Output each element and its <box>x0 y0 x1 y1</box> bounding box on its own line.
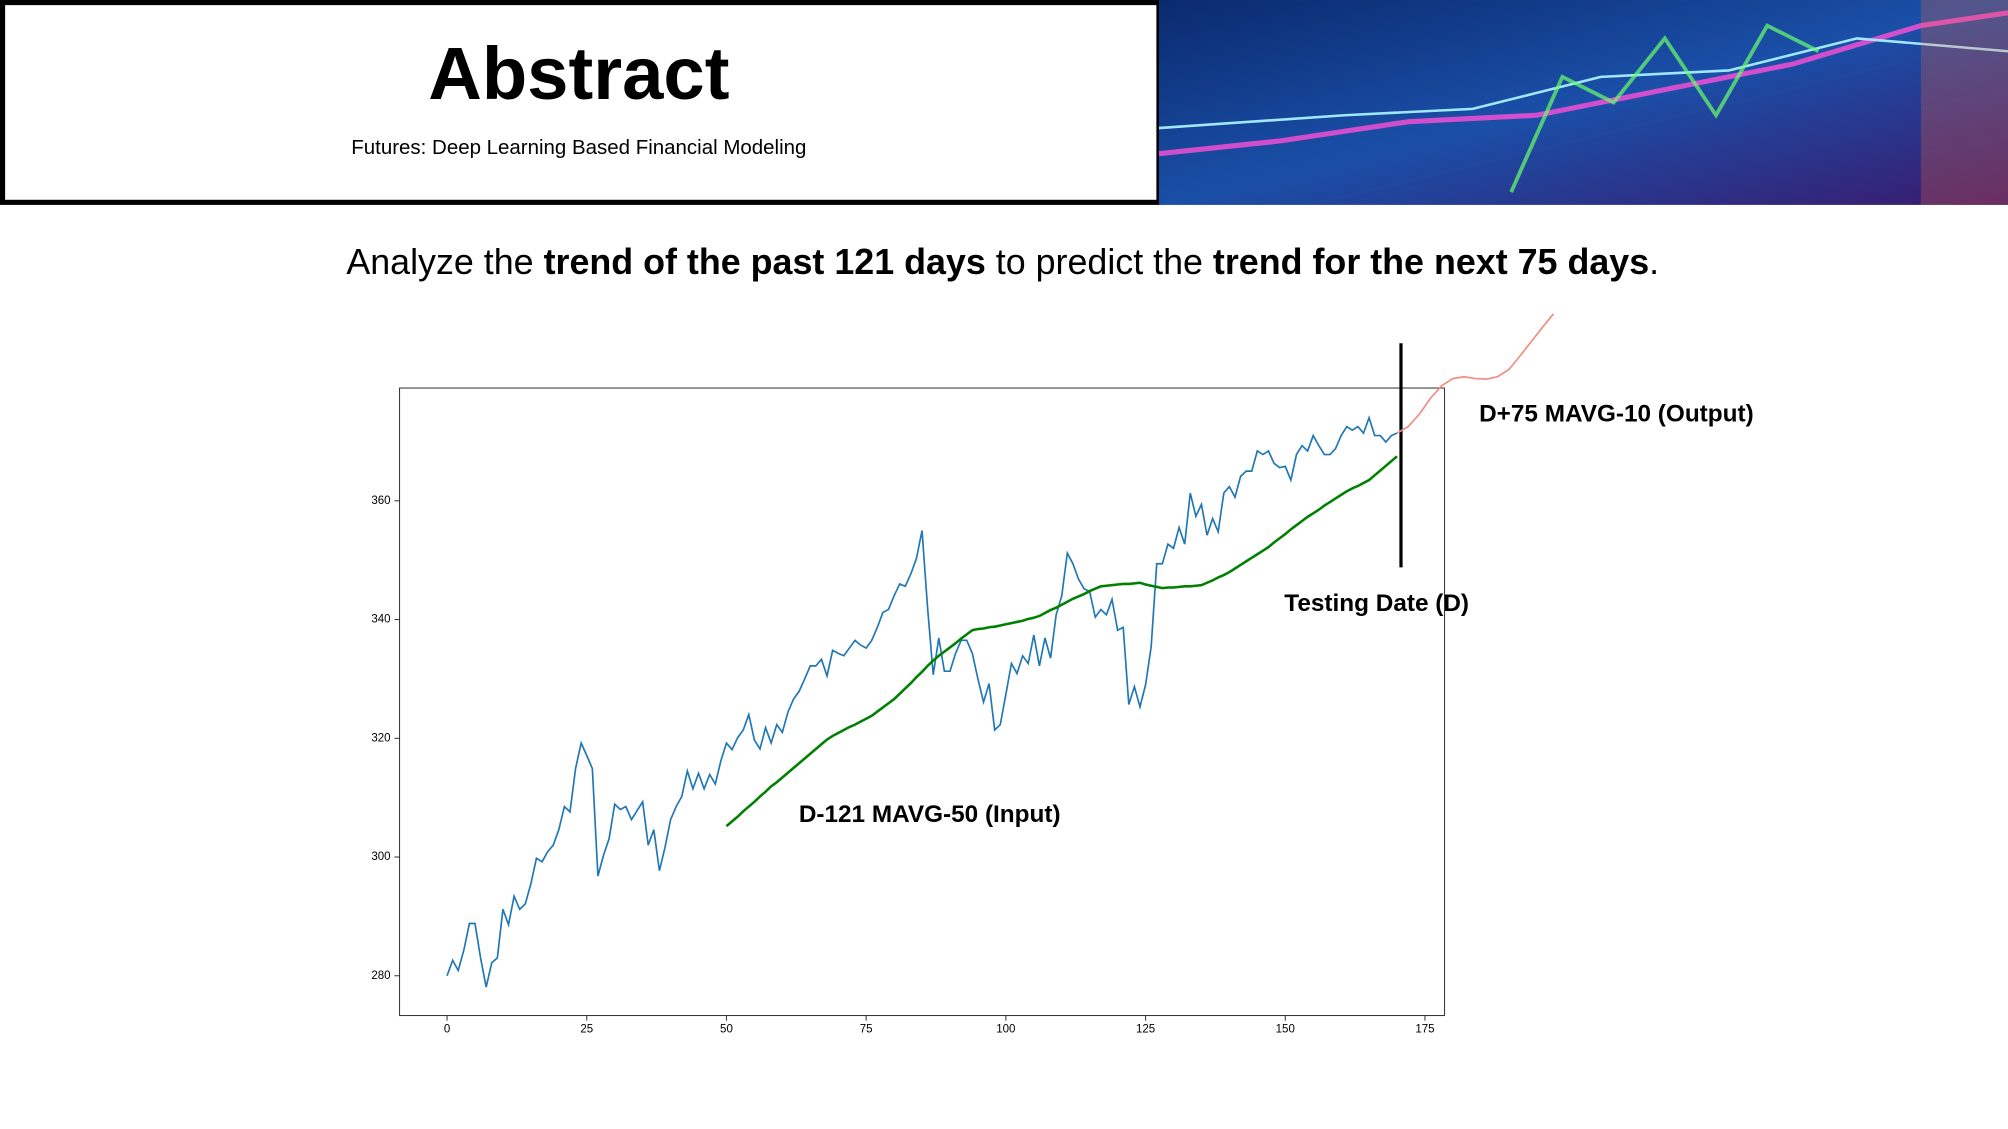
header-box <box>0 0 1162 205</box>
data-line <box>1396 313 1555 434</box>
x-tick-label: 0 <box>444 1024 450 1036</box>
statement-part: Analyze the <box>346 243 543 283</box>
x-tick-label: 75 <box>860 1024 873 1036</box>
statement: Analyze the trend of the past 121 days t… <box>346 243 1659 283</box>
data-line <box>725 455 1398 828</box>
x-tick-label: 100 <box>996 1024 1015 1036</box>
statement-part: . <box>1649 243 1659 283</box>
title: Abstract <box>428 32 729 115</box>
annotation: Testing Date (D) <box>1284 590 1469 617</box>
plot-frame <box>399 387 1446 1017</box>
x-tick-label: 125 <box>1136 1024 1155 1036</box>
subtitle: Futures: Deep Learning Based Financial M… <box>351 136 806 159</box>
statement-part: trend for the next 75 days <box>1213 243 1649 283</box>
header-image <box>1158 0 2008 205</box>
statement-part: to predict the <box>986 243 1213 283</box>
y-tick-label: 360 <box>371 495 390 507</box>
annotation: D-121 MAVG-50 (Input) <box>799 801 1061 828</box>
statement-part: trend of the past 121 days <box>544 243 986 283</box>
x-tick-label: 175 <box>1415 1024 1434 1036</box>
y-tick-label: 320 <box>371 732 390 744</box>
y-tick-label: 340 <box>371 614 390 626</box>
annotation: D+75 MAVG-10 (Output) <box>1479 400 1754 427</box>
x-tick-label: 25 <box>580 1024 593 1036</box>
x-tick-label: 150 <box>1276 1024 1295 1036</box>
y-tick-label: 280 <box>371 970 390 982</box>
y-tick-label: 300 <box>371 851 390 863</box>
x-tick-label: 50 <box>720 1024 733 1036</box>
data-line <box>446 415 1398 988</box>
